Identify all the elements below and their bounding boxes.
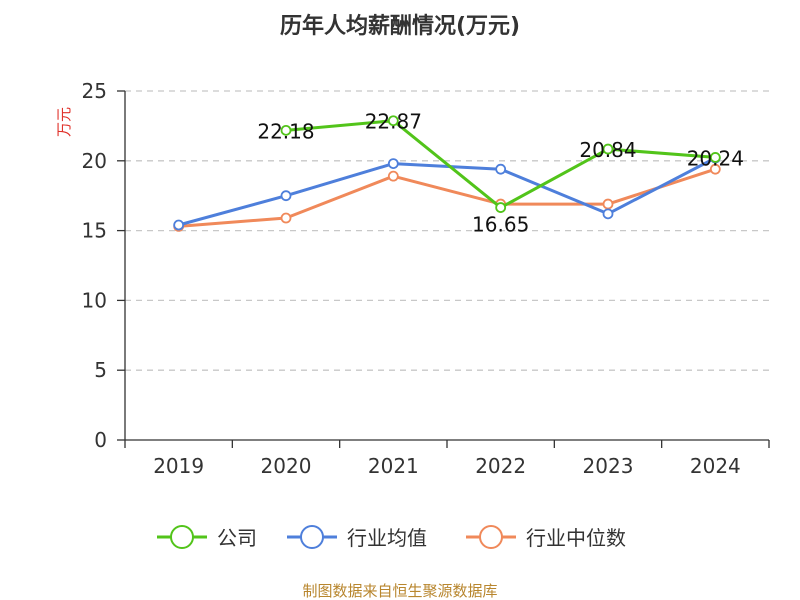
legend-marker-icon — [479, 525, 503, 549]
data-point[interactable] — [495, 202, 507, 213]
data-label: 22.18 — [257, 119, 314, 143]
chart-title: 历年人均薪酬情况(万元) — [280, 13, 520, 39]
series-0 — [280, 115, 721, 213]
legend-item-1[interactable]: 行业均值 — [287, 525, 427, 550]
legend-label: 行业均值 — [347, 526, 427, 550]
y-tick-label: 10 — [82, 288, 107, 312]
y-tick-label: 15 — [82, 219, 107, 243]
data-point[interactable] — [280, 190, 292, 202]
series-line — [178, 167, 716, 228]
x-tick-label: 2024 — [690, 454, 741, 478]
y-axis-label: 万元 — [55, 107, 73, 137]
x-tick-label: 2019 — [153, 454, 204, 478]
data-label: 16.65 — [472, 213, 529, 237]
legend-item-2[interactable]: 行业中位数 — [466, 525, 626, 550]
data-point[interactable] — [387, 170, 399, 182]
data-point[interactable] — [280, 124, 292, 136]
source-note: 制图数据来自恒生聚源数据库 — [302, 582, 497, 600]
legend[interactable]: 公司 行业均值 行业中位数 — [157, 525, 626, 550]
series-group — [173, 115, 721, 232]
data-point[interactable] — [387, 115, 399, 127]
legend-marker-icon — [300, 525, 324, 549]
data-labels: 22.18 22.87 16.65 20.84 20.24 — [257, 110, 744, 237]
data-point[interactable] — [495, 163, 507, 175]
data-point[interactable] — [709, 163, 721, 175]
x-tick-label: 2020 — [261, 454, 312, 478]
data-point[interactable] — [602, 208, 614, 220]
data-point[interactable] — [602, 143, 614, 155]
y-tick-label: 25 — [82, 79, 107, 103]
x-tick-label: 2021 — [368, 454, 419, 478]
data-point[interactable] — [173, 219, 185, 231]
y-tick-label: 20 — [82, 149, 107, 173]
series-1 — [173, 152, 721, 231]
legend-marker-icon — [170, 525, 194, 549]
grid-lines — [125, 90, 769, 371]
data-label: 22.87 — [365, 110, 422, 134]
x-tick-label: 2022 — [475, 454, 526, 478]
y-tick-label: 5 — [94, 358, 107, 382]
data-point[interactable] — [602, 198, 614, 210]
legend-item-0[interactable]: 公司 — [157, 525, 257, 550]
y-tick-label: 0 — [94, 428, 107, 452]
data-label: 20.24 — [687, 146, 744, 170]
axes: 0 5 10 15 20 25 2019 2020 2021 2022 2023 2024 — [82, 79, 770, 478]
x-tick-label: 2023 — [583, 454, 634, 478]
data-point[interactable] — [280, 212, 292, 224]
series-line — [178, 156, 716, 227]
data-point[interactable] — [387, 158, 399, 169]
data-label: 20.84 — [579, 138, 636, 162]
data-point[interactable] — [709, 152, 721, 163]
legend-label: 公司 — [217, 526, 257, 550]
legend-label: 行业中位数 — [526, 526, 626, 550]
